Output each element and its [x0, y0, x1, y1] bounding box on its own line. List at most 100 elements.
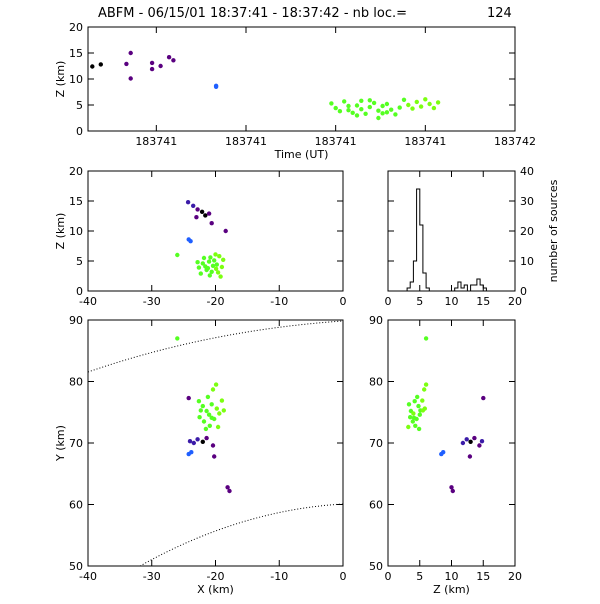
z-y-view-point [423, 336, 429, 341]
z-y-view-point [406, 402, 412, 407]
time-height-point [166, 55, 172, 60]
z-y-view-ytick-label: 60 [369, 499, 383, 512]
z-y-view-point [415, 394, 420, 400]
plan-view-ytick-label: 90 [69, 314, 83, 327]
time-height-point [389, 107, 394, 112]
z-y-view-xtick-label: 15 [476, 570, 490, 583]
time-height-point [354, 103, 360, 108]
time-height-point [367, 104, 372, 110]
plan-view-xlabel: X (km) [197, 583, 234, 596]
time-height-point [418, 104, 424, 109]
time-height-ytick-label: 20 [69, 21, 83, 34]
x-height-point [206, 259, 212, 264]
time-height-ytick-label: 10 [69, 73, 83, 86]
x-height-point [185, 200, 191, 205]
plot-area: 0 5 10 15 20 183741 183741 183741 183741 183742 Ti… [54, 21, 560, 596]
plan-view-ytick-label: 70 [69, 437, 83, 450]
time-height-point [213, 84, 219, 90]
time-height-point [384, 110, 390, 115]
time-height-point [431, 105, 437, 111]
time-height-point [171, 58, 176, 63]
time-height-ytick-label: 5 [76, 99, 83, 112]
plan-view-xtick-label: 0 [340, 570, 347, 583]
x-height-xtick-label: -10 [270, 295, 288, 308]
plan-view-panel: 50 60 70 80 90 -40 -30 -20 -10 0 X (km) Y (km) [54, 314, 347, 596]
time-height-point [401, 97, 407, 103]
x-height-ylabel: Z (km) [54, 213, 67, 250]
x-height-point [213, 252, 218, 257]
x-height-point [209, 221, 214, 226]
z-y-view-xtick-label: 20 [508, 570, 522, 583]
z-y-view-point [439, 451, 444, 457]
time-height-point [423, 97, 428, 102]
plan-view-ytick-label: 50 [69, 560, 83, 573]
plan-view-point [206, 412, 212, 417]
x-height-ytick-label: 0 [76, 285, 83, 298]
time-height-point [367, 98, 372, 103]
x-height-panel: 0 5 10 15 20 -40 -30 -20 -10 0 Z (km) [54, 165, 347, 308]
time-height-xtick-label: 183741 [225, 135, 267, 148]
plan-view-point [197, 415, 202, 420]
x-height-point [221, 257, 226, 262]
range-arc-outer [87, 320, 344, 373]
z-y-view-point [468, 439, 473, 444]
x-height-point [210, 263, 216, 268]
plan-view-xtick-label: -10 [270, 570, 288, 583]
plan-view-ylabel: Y (km) [54, 425, 67, 462]
x-height-xtick-label: -40 [79, 295, 97, 308]
time-height-point [406, 102, 411, 108]
x-height-xtick-label: -20 [207, 295, 225, 308]
x-height-point [215, 270, 221, 275]
time-height-point [359, 98, 364, 104]
plan-view-point [221, 408, 226, 413]
histogram-xtick-label: 10 [445, 295, 459, 308]
time-height-ytick-label: 15 [69, 47, 83, 60]
plan-view-point [186, 451, 191, 457]
x-height-point [175, 252, 180, 258]
time-height-xtick-label: 183741 [135, 135, 177, 148]
z-y-view-xtick-label: 10 [445, 570, 459, 583]
time-height-point [90, 64, 95, 69]
z-y-view-point [411, 415, 417, 420]
plan-view-point [196, 399, 202, 404]
z-y-view-point [406, 424, 411, 430]
time-height-point [363, 111, 368, 117]
z-y-view-point [413, 423, 418, 428]
x-height-point [188, 239, 193, 244]
time-height-panel: 0 5 10 15 20 183741 183741 183741 183741 183742 Ti… [54, 21, 536, 161]
z-y-view-point [411, 411, 416, 416]
z-y-view-point [477, 443, 482, 448]
time-height-point [346, 103, 351, 109]
z-y-view-point [449, 485, 454, 490]
time-height-point [337, 109, 343, 114]
z-y-view-ytick-label: 70 [369, 437, 383, 450]
plan-view-point [201, 419, 207, 424]
figure-title: ABFM - 06/15/01 18:37:41 - 18:37:42 - nb… [98, 6, 407, 21]
time-height-point [380, 103, 385, 109]
range-arc-inner [139, 503, 344, 567]
plan-view-point [191, 440, 196, 446]
x-height-xtick-label: 0 [340, 295, 347, 308]
plan-view-xtick-label: -30 [143, 570, 161, 583]
z-y-view-panel: 50 60 70 80 90 0 5 10 15 20 Z (km) [369, 314, 522, 596]
plan-view-point [225, 485, 230, 490]
time-height-point [435, 100, 441, 105]
x-height-frame [87, 170, 344, 292]
x-height-ytick-label: 20 [69, 165, 83, 178]
z-y-view-ytick-label: 80 [369, 376, 383, 389]
z-y-view-ytick-label: 90 [369, 314, 383, 327]
z-y-view-xtick-label: 0 [385, 570, 392, 583]
z-y-view-point [412, 399, 417, 404]
z-y-view-point [422, 387, 427, 392]
time-height-point [393, 112, 398, 117]
histogram-ylabel: number of sources [547, 179, 560, 282]
time-height-point [149, 66, 155, 72]
x-height-point [223, 228, 228, 234]
time-height-point [149, 60, 155, 66]
plan-view-point [204, 435, 209, 441]
z-y-view-point [481, 395, 486, 401]
x-height-point [213, 266, 219, 271]
time-height-point [359, 107, 364, 112]
z-y-view-point [408, 415, 413, 420]
plan-view-point [215, 424, 221, 430]
